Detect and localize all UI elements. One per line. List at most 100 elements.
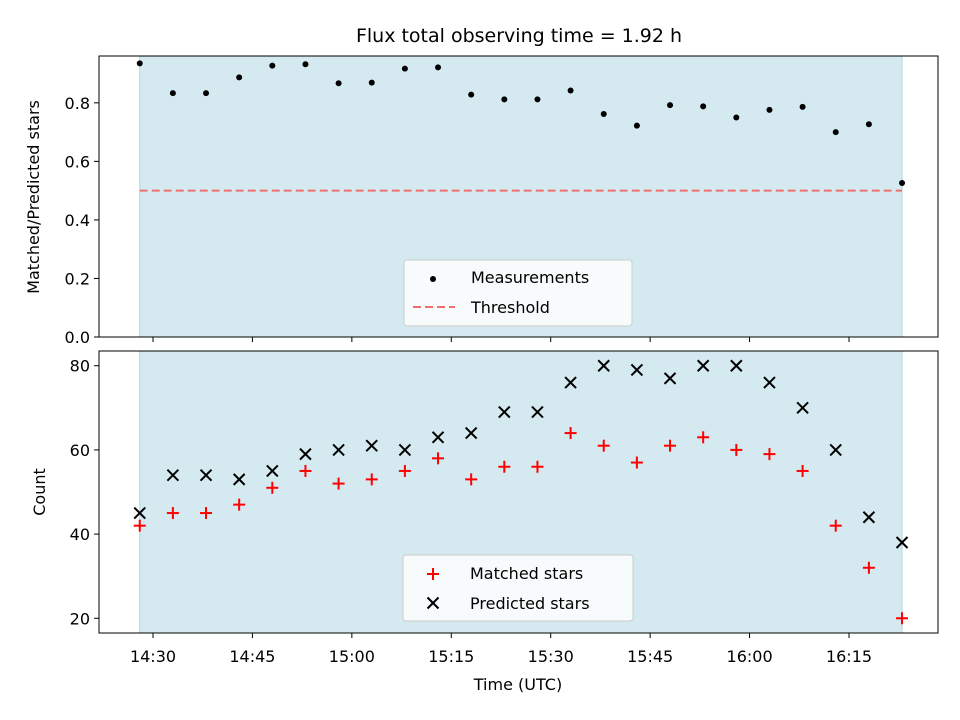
matched-point [531, 460, 544, 473]
x-b [597, 359, 610, 372]
matched-point [896, 612, 909, 625]
x-b [829, 443, 842, 457]
x-axis-label: Time (UTC) [473, 675, 562, 694]
matched-point [664, 439, 677, 452]
matched-point [763, 448, 776, 461]
x-b [232, 473, 246, 486]
legend-predicted-label: Predicted stars [470, 594, 590, 613]
measurement-point [733, 114, 740, 121]
matched-point [166, 507, 179, 520]
x-b [895, 536, 909, 549]
matched-point [200, 507, 213, 520]
y-tick-label: 0.6 [65, 152, 90, 171]
legend-box [403, 259, 633, 327]
legend-box [402, 554, 634, 622]
x-b [564, 376, 577, 389]
y-tick-label: 0.4 [65, 211, 90, 230]
measurement-point [667, 102, 674, 109]
predicted-point [663, 372, 677, 385]
x-tick-label: 14:30 [130, 647, 176, 666]
y-tick-label: 20 [70, 609, 90, 628]
legend-matched-marker [427, 568, 439, 580]
legend-measurements-marker [430, 276, 436, 282]
predicted-point [498, 405, 511, 419]
x-b [133, 506, 146, 520]
matched-point [299, 464, 312, 477]
y-tick-label: 40 [70, 525, 90, 544]
measurement-point [832, 129, 839, 136]
predicted-point [431, 431, 445, 444]
x-b [299, 447, 312, 461]
x-tick-label: 15:45 [627, 647, 673, 666]
measurement-point [899, 180, 906, 187]
measurement-point [865, 121, 872, 128]
matched-point [133, 519, 146, 532]
matched-point [862, 561, 875, 574]
measurement-point [468, 91, 475, 98]
top-legend: Measurements Threshold [403, 259, 633, 327]
measurement-point [169, 90, 176, 97]
x-b [365, 439, 378, 452]
measurement-point [269, 62, 276, 69]
x-b [862, 511, 876, 524]
predicted-point [166, 468, 180, 482]
measurement-point [435, 64, 442, 71]
predicted-point [895, 536, 909, 549]
predicted-point [299, 447, 312, 461]
predicted-point [630, 363, 644, 377]
x-tick-label: 16:00 [727, 647, 773, 666]
predicted-point [796, 401, 809, 415]
x-tick-label: 15:30 [528, 647, 574, 666]
measurement-point [766, 106, 773, 113]
measurement-point [700, 103, 707, 110]
measurement-point [534, 96, 541, 103]
x-b [431, 431, 445, 444]
matched-point [266, 481, 279, 494]
predicted-point [763, 376, 776, 389]
bottom-legend: Matched stars Predicted stars [402, 554, 634, 622]
predicted-point [464, 426, 478, 440]
y-tick-label: 0.2 [65, 269, 90, 288]
x-b [266, 464, 279, 478]
bottom-axes-frame [98, 350, 939, 634]
matched-point [697, 431, 710, 444]
matched-point [796, 464, 809, 477]
x-b [498, 405, 511, 419]
x-b [630, 363, 644, 377]
predicted-point [266, 464, 279, 478]
matched-point [630, 456, 643, 469]
measurement-point [567, 87, 574, 94]
x-b [696, 359, 710, 372]
matched-point [365, 473, 378, 486]
legend-measurements-label: Measurements [471, 268, 589, 287]
measurement-point [302, 61, 309, 68]
y-tick-label: 0.0 [65, 328, 90, 347]
top-panel: 0.00.20.40.60.8 Matched/Predicted stars … [24, 55, 939, 347]
x-tick-label: 14:45 [229, 647, 275, 666]
chart-title: Flux total observing time = 1.92 h [356, 25, 682, 47]
measurement-point [335, 80, 342, 87]
predicted-point [531, 405, 544, 419]
measurement-point [799, 103, 806, 110]
y-tick-label: 0.8 [65, 94, 90, 113]
x-b [796, 401, 809, 415]
x-b [730, 359, 743, 372]
x-b [398, 443, 412, 457]
predicted-point [232, 473, 246, 486]
x-tick-label: 15:00 [329, 647, 375, 666]
predicted-point [398, 443, 412, 457]
x-b [199, 468, 213, 482]
y-tick-label: 80 [70, 357, 90, 376]
y-tick-label: 60 [70, 441, 90, 460]
measurement-point [401, 65, 408, 72]
predicted-point [730, 359, 743, 372]
matched-point [730, 443, 743, 456]
measurement-point [600, 110, 607, 117]
x-b [166, 468, 180, 482]
legend-threshold-label: Threshold [470, 298, 550, 317]
measurement-point [501, 96, 508, 103]
bottom-panel: 20 40 60 80 14:30 14:45 15:00 15:15 15:30 15:45 16… [30, 350, 939, 694]
matched-point [564, 427, 577, 440]
legend-predicted-marker [426, 596, 440, 610]
